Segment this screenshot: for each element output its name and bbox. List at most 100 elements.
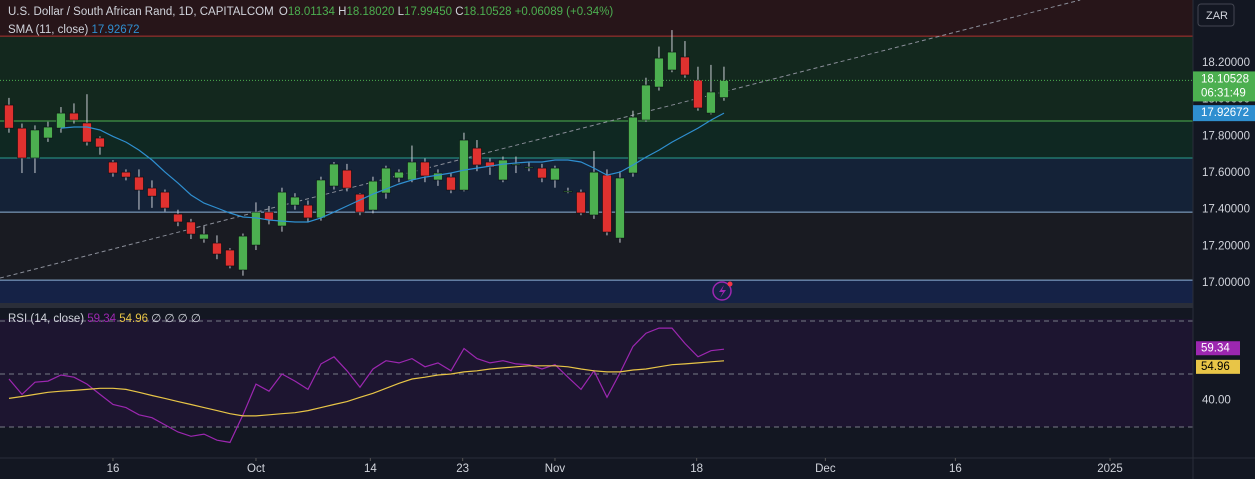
candle-body — [654, 57, 664, 88]
rsi-value: 59.34 — [87, 313, 116, 325]
candle-body — [485, 161, 495, 168]
candle-body — [238, 235, 248, 271]
axes: 18.2000018.0000017.8000017.6000017.40000… — [107, 57, 1255, 475]
h-label: H — [338, 6, 346, 18]
candle-body — [316, 179, 326, 219]
x-tick-label: 16 — [107, 463, 120, 475]
candle-body — [199, 233, 209, 240]
zones — [0, 0, 1193, 303]
sma-legend: SMA (11, close) 17.92672 — [8, 24, 140, 36]
candle-body — [446, 176, 456, 191]
candle-body — [277, 191, 287, 227]
candle-body — [160, 191, 170, 209]
candle-body — [498, 159, 508, 181]
candle-body — [537, 167, 547, 179]
candle-body — [264, 211, 274, 221]
candle-body — [147, 187, 157, 197]
x-tick-label: 16 — [949, 463, 962, 475]
zone — [0, 280, 1193, 303]
candle-body — [381, 167, 391, 194]
x-tick-label: Oct — [247, 463, 266, 475]
candle-body — [563, 190, 573, 193]
y-tick-label: 17.60000 — [1202, 167, 1250, 179]
high: 18.18020 — [346, 6, 394, 18]
rsi-badge-label: 54.96 — [1201, 361, 1230, 373]
low: 17.99450 — [404, 6, 452, 18]
candle-body — [459, 139, 469, 191]
y-tick-label: 17.20000 — [1202, 240, 1250, 252]
currency[interactable]: ZAR — [1206, 10, 1228, 22]
x-tick-label: 14 — [364, 463, 377, 475]
candle-body — [342, 169, 352, 189]
candle-body — [121, 171, 131, 178]
candle-body — [108, 161, 118, 174]
zone — [0, 212, 1193, 281]
rsi-legend: RSI (14, close) 59.34 54.96 ∅ ∅ ∅ ∅ — [8, 313, 201, 325]
x-tick-label: 23 — [456, 463, 469, 475]
candle-body — [472, 147, 482, 166]
sma-label: 17.92672 — [1201, 107, 1249, 119]
c-label: C — [455, 6, 463, 18]
price-label: 18.10528 — [1201, 73, 1249, 85]
x-tick-label: 2025 — [1097, 463, 1123, 475]
candle-body — [602, 174, 612, 233]
alert-dot — [727, 281, 733, 287]
candle-body — [290, 196, 300, 206]
main-pane — [0, 0, 1197, 284]
candle-body — [693, 79, 703, 109]
pane-separator — [0, 303, 1193, 308]
rsi-tick-label: 40.00 — [1202, 395, 1231, 407]
header: U.S. Dollar / South African Rand, 1D, CA… — [8, 6, 613, 18]
candle-body — [95, 137, 105, 148]
y-tick-label: 17.00000 — [1202, 277, 1250, 289]
candle-body — [69, 112, 79, 121]
candle-body — [251, 211, 261, 246]
candle-body — [30, 129, 40, 159]
x-tick-label: 18 — [690, 463, 703, 475]
candle-body — [212, 242, 222, 255]
rsi-name: RSI (14, close) — [8, 313, 84, 325]
sma-badge — [1193, 105, 1255, 122]
l-label: L — [398, 6, 405, 18]
candle-body — [303, 204, 313, 219]
candle-body — [394, 171, 404, 179]
candle-body — [186, 221, 196, 235]
rsi-line — [8, 327, 725, 444]
candle-body — [420, 161, 430, 177]
sma-value: 17.92672 — [92, 24, 140, 36]
candle-body — [17, 127, 27, 159]
y-tick-label: 18.20000 — [1202, 57, 1250, 69]
rsi-band — [0, 319, 1193, 427]
zone — [0, 36, 1193, 121]
trendline — [0, 0, 1081, 279]
alert-icon[interactable] — [712, 281, 732, 301]
x-tick-label: Nov — [545, 463, 566, 475]
sma-line — [60, 112, 725, 223]
candle-body — [329, 163, 339, 187]
candle-body — [550, 167, 560, 181]
candle-body — [628, 116, 638, 174]
sma-name: SMA (11, close) — [8, 24, 88, 36]
open: 18.01134 — [288, 6, 336, 18]
candle-body — [615, 177, 625, 239]
alert-bolt[interactable] — [719, 285, 726, 298]
rsi-line — [8, 360, 725, 417]
rsi-badge — [1196, 359, 1240, 374]
y-tick-label: 17.80000 — [1202, 130, 1250, 142]
candle-body — [719, 80, 729, 98]
candle-body — [355, 193, 365, 213]
o-label: O — [279, 6, 288, 18]
rsi-badge — [1196, 341, 1240, 356]
change: +0.06089 (+0.34%) — [515, 6, 614, 18]
candle-body — [433, 172, 443, 181]
symbol: U.S. Dollar / South African Rand, 1D, CA… — [8, 6, 274, 18]
candle-body — [576, 191, 586, 214]
currency-box[interactable] — [1197, 3, 1235, 27]
y-tick-label: 17.40000 — [1202, 204, 1250, 216]
candle-body — [173, 213, 183, 223]
candle-body — [641, 84, 651, 121]
rsi-ma-value: 54.96 — [119, 313, 148, 325]
candle-body — [667, 51, 677, 71]
